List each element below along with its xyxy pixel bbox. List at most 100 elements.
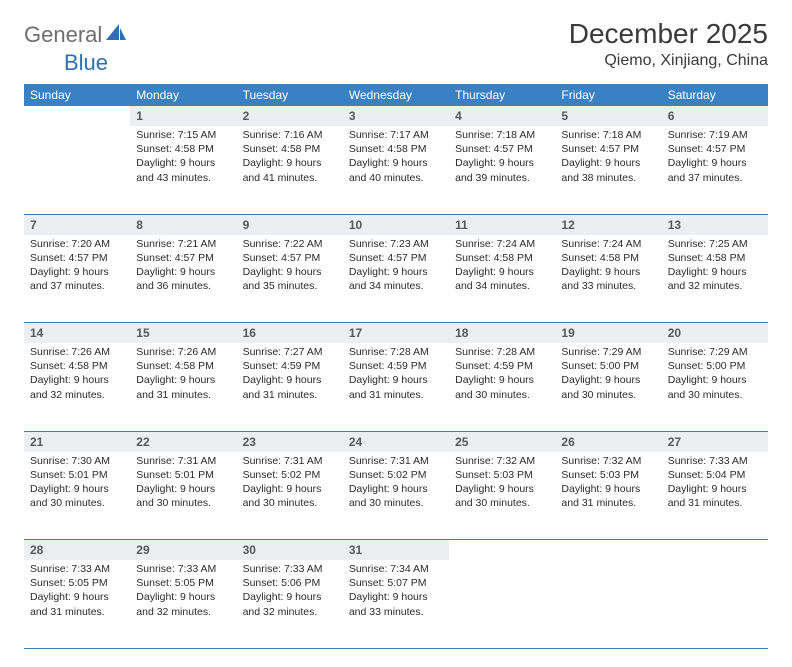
sunset-text: Sunset: 4:58 PM	[30, 359, 124, 373]
daylight-text: Daylight: 9 hours and 34 minutes.	[455, 265, 549, 293]
sunrise-text: Sunrise: 7:31 AM	[136, 454, 230, 468]
daylight-text: Daylight: 9 hours and 31 minutes.	[136, 373, 230, 401]
day-number	[555, 540, 661, 560]
sunrise-text: Sunrise: 7:17 AM	[349, 128, 443, 142]
day-number: 21	[24, 432, 130, 452]
day-number: 15	[130, 323, 236, 343]
day-number: 22	[130, 432, 236, 452]
sunrise-text: Sunrise: 7:32 AM	[455, 454, 549, 468]
sunset-text: Sunset: 5:02 PM	[243, 468, 337, 482]
day-cell: Sunrise: 7:32 AMSunset: 5:03 PMDaylight:…	[555, 452, 661, 540]
sunrise-text: Sunrise: 7:33 AM	[136, 562, 230, 576]
day-number: 11	[449, 215, 555, 235]
sunset-text: Sunset: 4:57 PM	[455, 142, 549, 156]
sunrise-text: Sunrise: 7:32 AM	[561, 454, 655, 468]
page-title: December 2025	[569, 18, 768, 50]
day-number: 25	[449, 432, 555, 452]
daylight-text: Daylight: 9 hours and 41 minutes.	[243, 156, 337, 184]
daylight-text: Daylight: 9 hours and 30 minutes.	[561, 373, 655, 401]
day-details: Sunrise: 7:26 AMSunset: 4:58 PMDaylight:…	[130, 343, 236, 406]
sunrise-text: Sunrise: 7:24 AM	[455, 237, 549, 251]
day-cell: Sunrise: 7:16 AMSunset: 4:58 PMDaylight:…	[237, 126, 343, 214]
day-cell: Sunrise: 7:26 AMSunset: 4:58 PMDaylight:…	[24, 343, 130, 431]
day-number: 13	[662, 215, 768, 235]
sunrise-text: Sunrise: 7:26 AM	[30, 345, 124, 359]
day-number: 1	[130, 106, 236, 126]
day-number: 28	[24, 540, 130, 560]
week-row: Sunrise: 7:15 AMSunset: 4:58 PMDaylight:…	[24, 126, 768, 214]
day-details: Sunrise: 7:33 AMSunset: 5:05 PMDaylight:…	[130, 560, 236, 623]
daylight-text: Daylight: 9 hours and 32 minutes.	[30, 373, 124, 401]
sunset-text: Sunset: 5:00 PM	[561, 359, 655, 373]
sunset-text: Sunset: 5:03 PM	[455, 468, 549, 482]
sunset-text: Sunset: 5:07 PM	[349, 576, 443, 590]
sunrise-text: Sunrise: 7:30 AM	[30, 454, 124, 468]
sunset-text: Sunset: 4:57 PM	[349, 251, 443, 265]
daylight-text: Daylight: 9 hours and 38 minutes.	[561, 156, 655, 184]
daylight-text: Daylight: 9 hours and 33 minutes.	[349, 590, 443, 618]
daylight-text: Daylight: 9 hours and 32 minutes.	[136, 590, 230, 618]
day-details: Sunrise: 7:18 AMSunset: 4:57 PMDaylight:…	[555, 126, 661, 189]
day-cell: Sunrise: 7:30 AMSunset: 5:01 PMDaylight:…	[24, 452, 130, 540]
day-details: Sunrise: 7:15 AMSunset: 4:58 PMDaylight:…	[130, 126, 236, 189]
sunset-text: Sunset: 4:58 PM	[243, 142, 337, 156]
sunrise-text: Sunrise: 7:24 AM	[561, 237, 655, 251]
sunset-text: Sunset: 4:58 PM	[136, 359, 230, 373]
sunset-text: Sunset: 4:58 PM	[455, 251, 549, 265]
sunset-text: Sunset: 4:57 PM	[136, 251, 230, 265]
sunset-text: Sunset: 4:58 PM	[561, 251, 655, 265]
day-details: Sunrise: 7:18 AMSunset: 4:57 PMDaylight:…	[449, 126, 555, 189]
day-details: Sunrise: 7:33 AMSunset: 5:04 PMDaylight:…	[662, 452, 768, 515]
sunrise-text: Sunrise: 7:31 AM	[243, 454, 337, 468]
sunrise-text: Sunrise: 7:18 AM	[561, 128, 655, 142]
daylight-text: Daylight: 9 hours and 37 minutes.	[30, 265, 124, 293]
sunset-text: Sunset: 4:58 PM	[668, 251, 762, 265]
sunset-text: Sunset: 4:59 PM	[349, 359, 443, 373]
day-number: 31	[343, 540, 449, 560]
day-details: Sunrise: 7:32 AMSunset: 5:03 PMDaylight:…	[449, 452, 555, 515]
day-number: 18	[449, 323, 555, 343]
day-number: 8	[130, 215, 236, 235]
weekday-header: Wednesday	[343, 84, 449, 106]
sunset-text: Sunset: 5:06 PM	[243, 576, 337, 590]
day-cell: Sunrise: 7:29 AMSunset: 5:00 PMDaylight:…	[662, 343, 768, 431]
day-cell: Sunrise: 7:17 AMSunset: 4:58 PMDaylight:…	[343, 126, 449, 214]
daylight-text: Daylight: 9 hours and 30 minutes.	[30, 482, 124, 510]
calendar-table: Sunday Monday Tuesday Wednesday Thursday…	[24, 84, 768, 649]
day-number: 27	[662, 432, 768, 452]
week-row: Sunrise: 7:26 AMSunset: 4:58 PMDaylight:…	[24, 343, 768, 431]
sunset-text: Sunset: 5:01 PM	[136, 468, 230, 482]
sunrise-text: Sunrise: 7:33 AM	[30, 562, 124, 576]
day-details: Sunrise: 7:24 AMSunset: 4:58 PMDaylight:…	[555, 235, 661, 298]
sunset-text: Sunset: 5:03 PM	[561, 468, 655, 482]
day-number: 10	[343, 215, 449, 235]
sunrise-text: Sunrise: 7:26 AM	[136, 345, 230, 359]
day-cell: Sunrise: 7:23 AMSunset: 4:57 PMDaylight:…	[343, 235, 449, 323]
sunset-text: Sunset: 4:58 PM	[349, 142, 443, 156]
day-cell: Sunrise: 7:31 AMSunset: 5:02 PMDaylight:…	[237, 452, 343, 540]
daylight-text: Daylight: 9 hours and 30 minutes.	[668, 373, 762, 401]
day-cell: Sunrise: 7:20 AMSunset: 4:57 PMDaylight:…	[24, 235, 130, 323]
day-number: 5	[555, 106, 661, 126]
day-cell: Sunrise: 7:18 AMSunset: 4:57 PMDaylight:…	[449, 126, 555, 214]
day-details: Sunrise: 7:31 AMSunset: 5:02 PMDaylight:…	[237, 452, 343, 515]
day-number: 29	[130, 540, 236, 560]
daylight-text: Daylight: 9 hours and 33 minutes.	[561, 265, 655, 293]
sail-icon	[106, 24, 126, 47]
day-details: Sunrise: 7:27 AMSunset: 4:59 PMDaylight:…	[237, 343, 343, 406]
day-cell	[555, 560, 661, 648]
day-cell: Sunrise: 7:15 AMSunset: 4:58 PMDaylight:…	[130, 126, 236, 214]
daylight-text: Daylight: 9 hours and 34 minutes.	[349, 265, 443, 293]
daylight-text: Daylight: 9 hours and 31 minutes.	[30, 590, 124, 618]
daylight-text: Daylight: 9 hours and 43 minutes.	[136, 156, 230, 184]
logo: General	[24, 22, 128, 48]
day-cell: Sunrise: 7:31 AMSunset: 5:01 PMDaylight:…	[130, 452, 236, 540]
sunrise-text: Sunrise: 7:25 AM	[668, 237, 762, 251]
sunset-text: Sunset: 4:57 PM	[243, 251, 337, 265]
day-number: 7	[24, 215, 130, 235]
day-details: Sunrise: 7:19 AMSunset: 4:57 PMDaylight:…	[662, 126, 768, 189]
daynum-row: 28293031	[24, 540, 768, 561]
day-number: 9	[237, 215, 343, 235]
daylight-text: Daylight: 9 hours and 31 minutes.	[243, 373, 337, 401]
day-cell: Sunrise: 7:18 AMSunset: 4:57 PMDaylight:…	[555, 126, 661, 214]
